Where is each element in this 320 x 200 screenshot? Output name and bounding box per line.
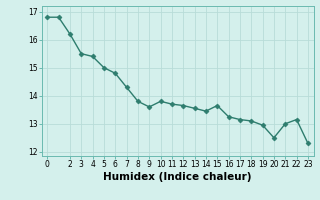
X-axis label: Humidex (Indice chaleur): Humidex (Indice chaleur) — [103, 172, 252, 182]
